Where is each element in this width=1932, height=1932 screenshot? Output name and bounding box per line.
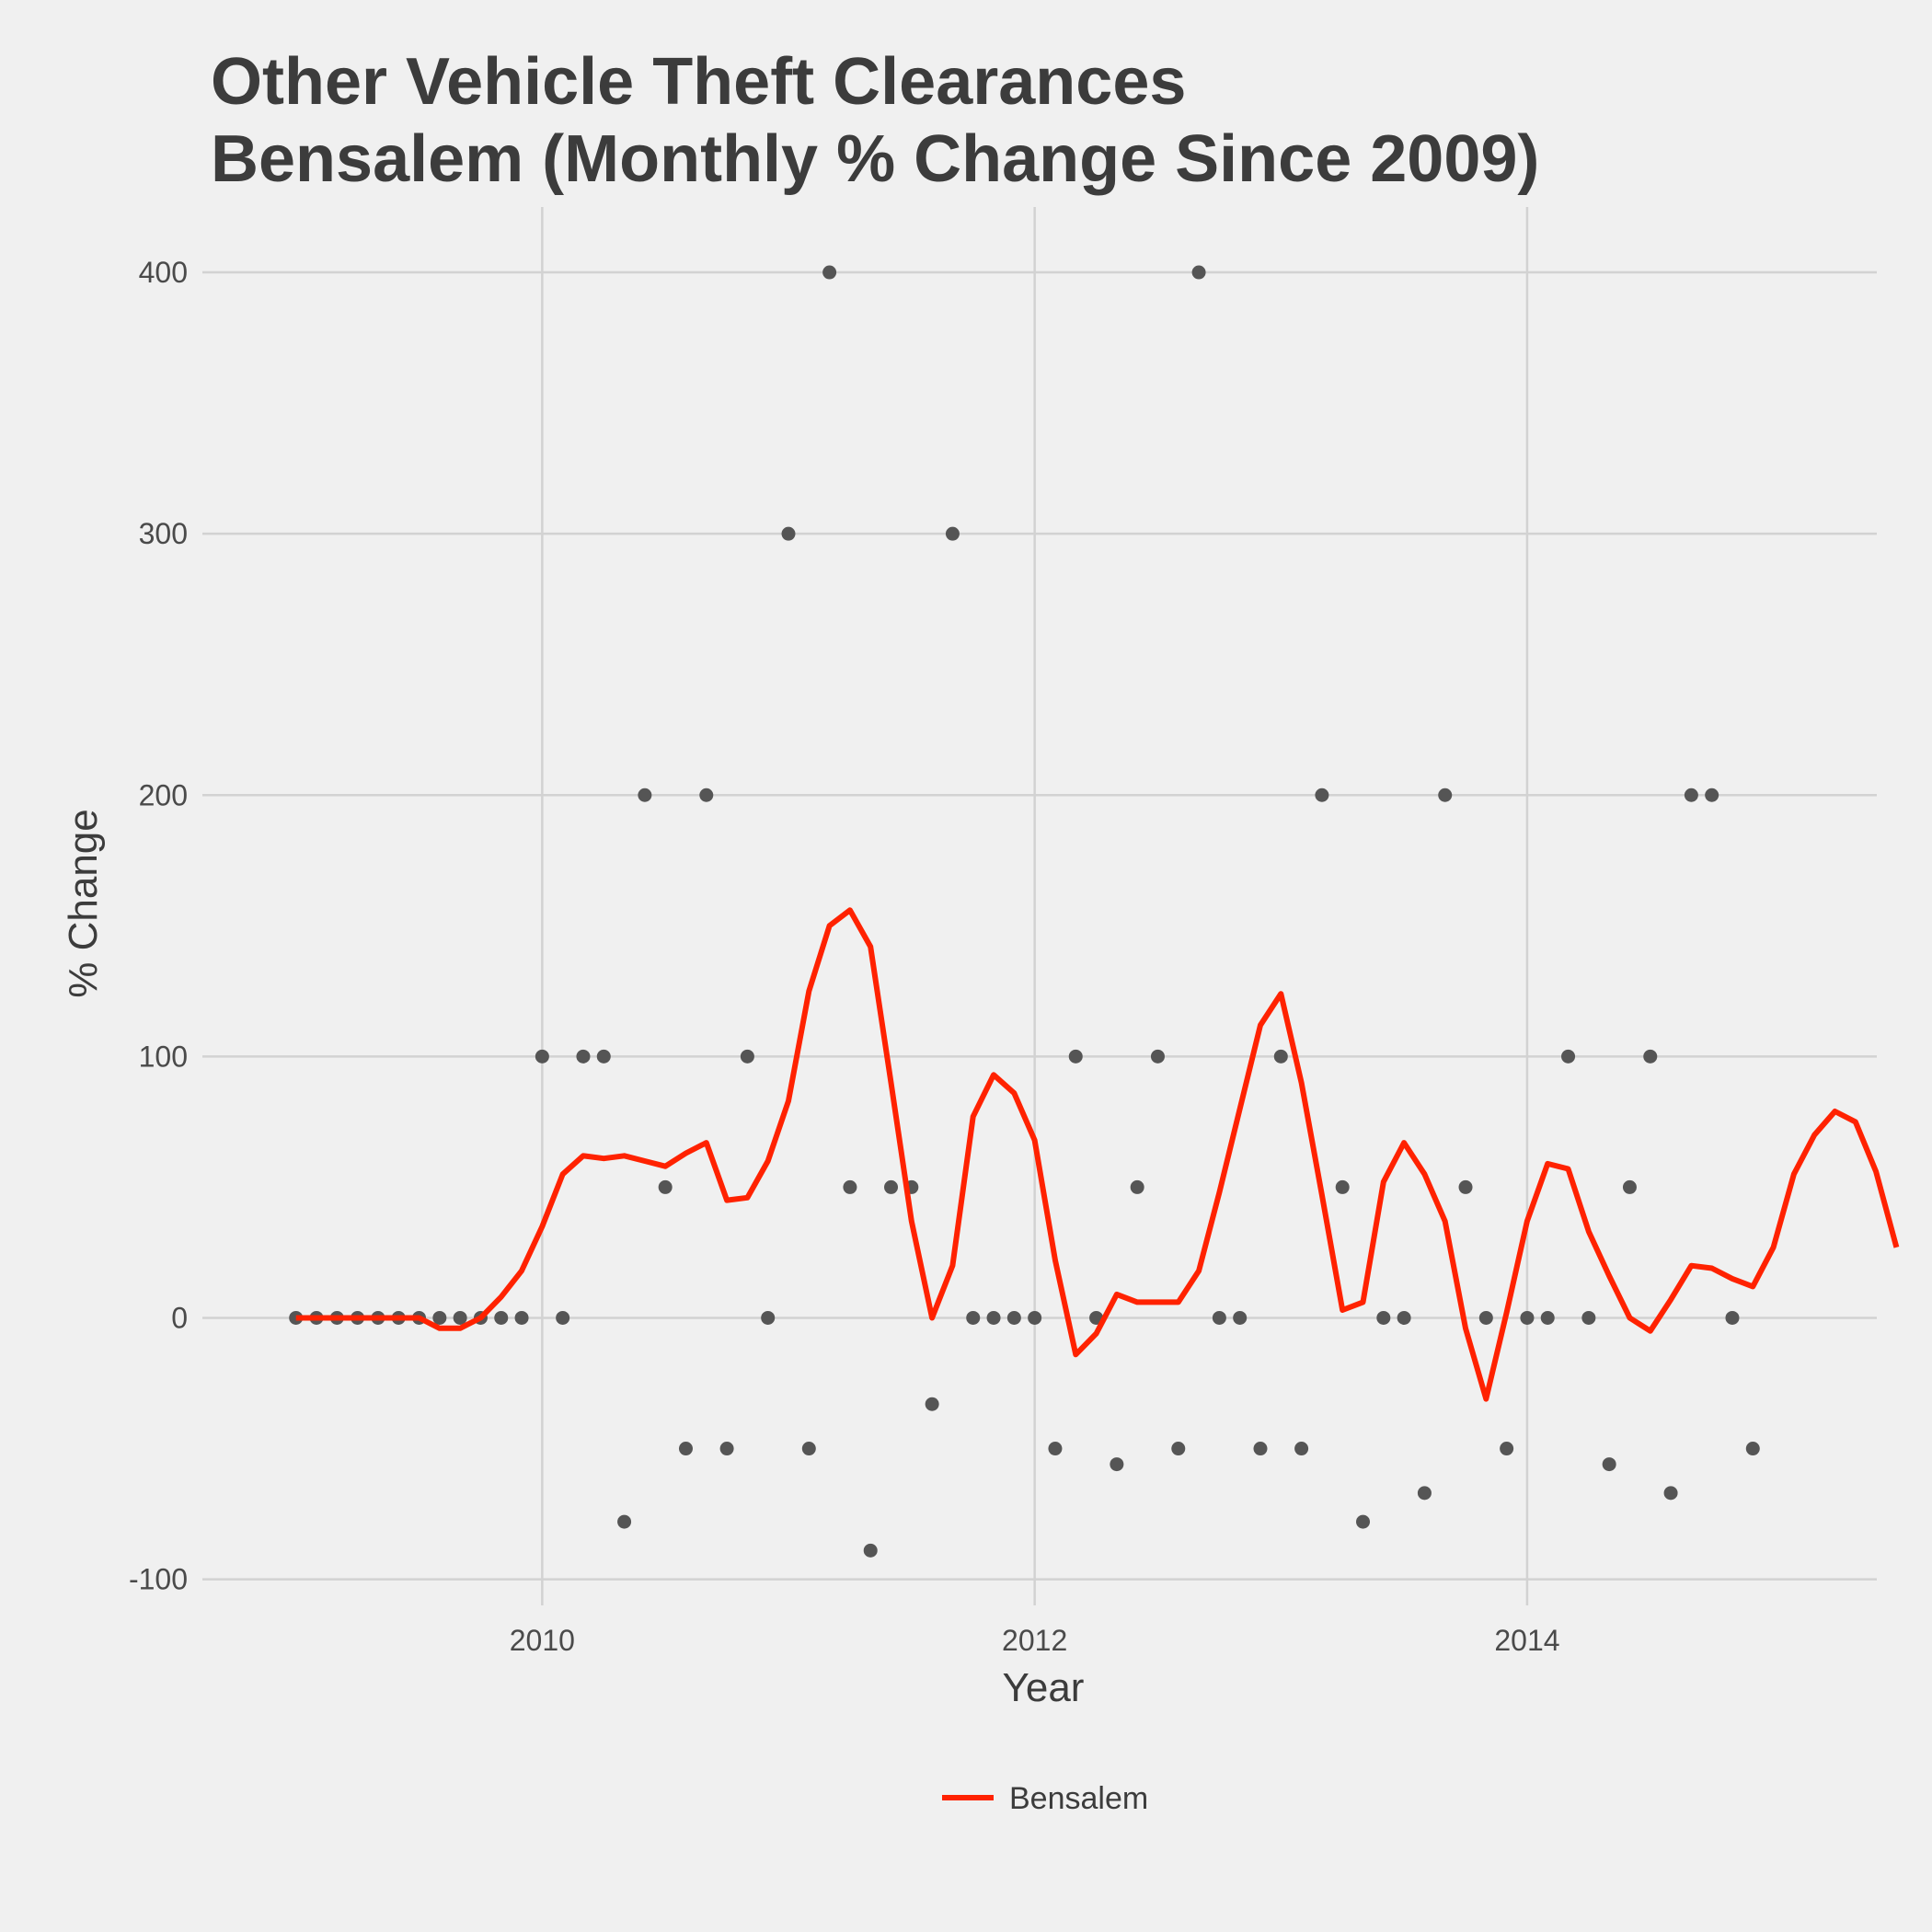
data-point	[1643, 1049, 1658, 1064]
data-point	[678, 1442, 693, 1456]
data-point	[1478, 1310, 1493, 1325]
legend-label-bensalem: Bensalem	[1009, 1781, 1148, 1816]
data-point	[1581, 1310, 1596, 1325]
data-point	[1602, 1457, 1616, 1472]
data-point	[1048, 1442, 1063, 1456]
x-tick-label: 2010	[510, 1624, 575, 1657]
data-point	[1294, 1442, 1309, 1456]
data-point	[781, 526, 796, 541]
chart-title-line-2: Bensalem (Monthly % Change Since 2009)	[211, 122, 1539, 196]
series-line-bensalem	[295, 907, 1900, 1402]
y-tick-label: 200	[139, 778, 188, 811]
y-tick-label: 300	[139, 517, 188, 550]
data-point	[1006, 1310, 1021, 1325]
data-point	[1253, 1442, 1268, 1456]
data-point	[1028, 1310, 1042, 1325]
data-point	[1745, 1442, 1760, 1456]
legend: Bensalem	[942, 1781, 1148, 1816]
y-tick-label: 100	[139, 1040, 188, 1073]
data-point	[432, 1310, 447, 1325]
line-series	[295, 907, 1900, 1402]
x-axis-title: Year	[1003, 1665, 1085, 1710]
data-point	[1417, 1486, 1432, 1501]
data-point	[1130, 1179, 1144, 1194]
data-point	[863, 1543, 878, 1558]
data-point	[719, 1442, 734, 1456]
data-point	[514, 1310, 529, 1325]
data-point	[556, 1310, 570, 1325]
data-point	[699, 788, 714, 802]
x-tick-label: 2014	[1494, 1624, 1559, 1657]
data-point	[925, 1397, 939, 1411]
data-point	[1622, 1179, 1637, 1194]
data-point	[740, 1049, 754, 1064]
data-point	[1376, 1310, 1391, 1325]
data-point	[1684, 788, 1698, 802]
grid	[202, 207, 1877, 1605]
data-point	[1458, 1179, 1473, 1194]
data-point	[1725, 1310, 1740, 1325]
data-point	[1397, 1310, 1411, 1325]
y-axis-title: % Change	[61, 809, 106, 997]
y-tick-label: 0	[171, 1301, 188, 1334]
data-point	[638, 788, 652, 802]
data-point	[1233, 1310, 1248, 1325]
data-point	[884, 1179, 899, 1194]
chart-title-line-1: Other Vehicle Theft Clearances	[211, 45, 1186, 119]
data-point	[1335, 1179, 1350, 1194]
data-point	[1191, 265, 1206, 280]
data-point	[1150, 1049, 1165, 1064]
data-point	[1500, 1442, 1514, 1456]
data-point	[617, 1514, 632, 1529]
y-tick-label: 400	[139, 256, 188, 289]
data-point	[658, 1179, 673, 1194]
data-point	[1110, 1457, 1124, 1472]
points-series	[289, 265, 1760, 1558]
data-point	[1663, 1486, 1678, 1501]
x-tick-label: 2012	[1002, 1624, 1067, 1657]
x-tick-labels: 2010 2012 2014	[510, 1624, 1560, 1657]
y-tick-labels: -100 0 100 200 300 400	[129, 256, 188, 1596]
data-point	[822, 265, 837, 280]
data-point	[1273, 1049, 1288, 1064]
data-point	[494, 1310, 509, 1325]
data-point	[986, 1310, 1001, 1325]
data-point	[1212, 1310, 1226, 1325]
data-point	[535, 1049, 549, 1064]
data-point	[576, 1049, 591, 1064]
data-point	[1171, 1442, 1186, 1456]
data-point	[1520, 1310, 1535, 1325]
data-point	[761, 1310, 776, 1325]
data-point	[1540, 1310, 1555, 1325]
data-point	[596, 1049, 611, 1064]
data-point	[966, 1310, 981, 1325]
data-point	[945, 526, 960, 541]
data-point	[453, 1310, 467, 1325]
data-point	[1315, 788, 1329, 802]
data-point	[1356, 1514, 1371, 1529]
data-point	[1705, 788, 1719, 802]
y-tick-label: -100	[129, 1563, 188, 1596]
data-point	[1068, 1049, 1083, 1064]
data-point	[843, 1179, 857, 1194]
data-point	[1561, 1049, 1576, 1064]
data-point	[801, 1442, 816, 1456]
data-point	[1438, 788, 1453, 802]
